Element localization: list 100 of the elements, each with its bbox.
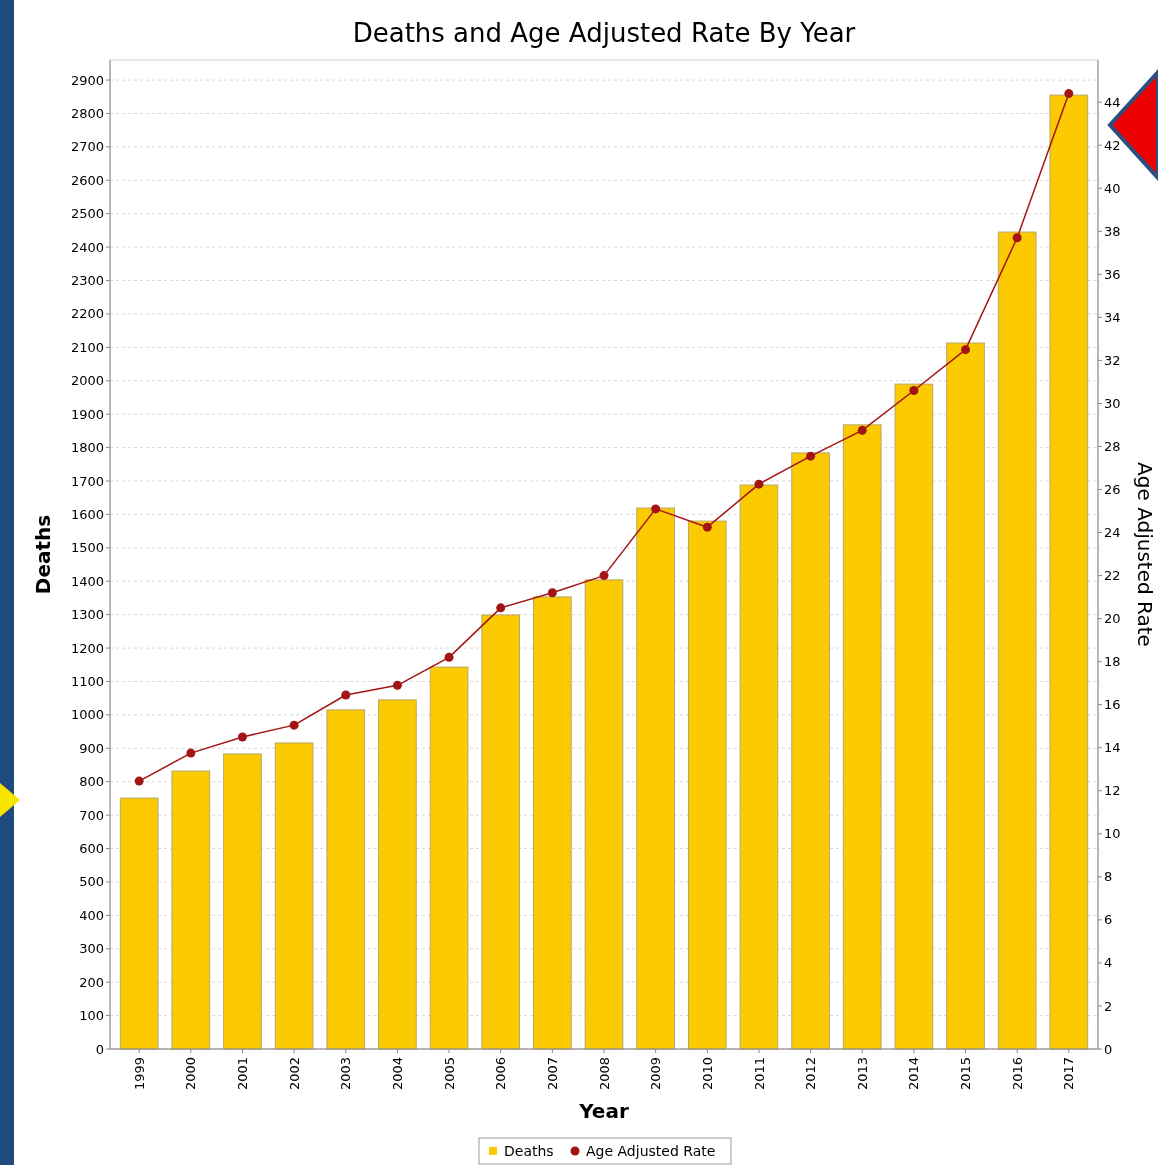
bar bbox=[171, 770, 211, 1050]
point bbox=[702, 522, 712, 532]
y-tick-label: 1700 bbox=[70, 473, 104, 489]
bar bbox=[326, 709, 366, 1050]
y-tick-label: 2700 bbox=[70, 139, 104, 155]
point bbox=[754, 479, 764, 489]
y-tick-label: 1400 bbox=[70, 573, 104, 589]
x-tick-label: 2003 bbox=[338, 1057, 354, 1091]
point bbox=[444, 652, 454, 662]
y2-tick-label: 42 bbox=[1104, 137, 1121, 153]
x-axis-title: Year bbox=[578, 1099, 629, 1123]
bar bbox=[894, 383, 934, 1050]
x-tick-label: 2004 bbox=[389, 1057, 405, 1091]
point bbox=[496, 603, 506, 613]
y-tick-label: 700 bbox=[79, 807, 104, 823]
x-tick-label: 2014 bbox=[906, 1057, 922, 1091]
point bbox=[599, 571, 609, 581]
y2-tick-label: 4 bbox=[1104, 955, 1113, 971]
y-tick-label: 1200 bbox=[70, 640, 104, 656]
y2-tick-label: 6 bbox=[1104, 912, 1113, 928]
y-tick-label: 1500 bbox=[70, 540, 104, 556]
y2-tick-label: 0 bbox=[1104, 1041, 1113, 1057]
y2-tick-label: 30 bbox=[1104, 395, 1121, 411]
x-tick-label: 2005 bbox=[441, 1057, 457, 1091]
bar bbox=[481, 614, 521, 1050]
x-tick-label: 2013 bbox=[854, 1057, 870, 1091]
y2-tick-label: 8 bbox=[1104, 869, 1113, 885]
y2-axis-title: Age Adjusted Rate bbox=[1133, 462, 1157, 647]
point bbox=[806, 451, 816, 461]
x-tick-label: 2007 bbox=[544, 1057, 560, 1091]
bar bbox=[533, 596, 572, 1050]
bar bbox=[274, 742, 314, 1050]
x-tick-label: 2008 bbox=[596, 1057, 612, 1091]
y-tick-label: 2200 bbox=[70, 306, 104, 322]
y-tick-label: 1100 bbox=[70, 674, 104, 690]
y-tick-label: 2100 bbox=[70, 339, 104, 355]
x-tick-label: 2015 bbox=[958, 1057, 974, 1091]
legend-label: Age Adjusted Rate bbox=[586, 1142, 716, 1159]
bar bbox=[1049, 94, 1089, 1050]
y-tick-label: 300 bbox=[79, 941, 104, 957]
y2-tick-label: 20 bbox=[1104, 611, 1121, 627]
point bbox=[392, 680, 402, 690]
y2-tick-label: 24 bbox=[1104, 525, 1121, 541]
y2-tick-label: 22 bbox=[1104, 568, 1121, 584]
y-tick-label: 600 bbox=[79, 841, 104, 857]
y2-tick-label: 36 bbox=[1104, 266, 1121, 282]
point bbox=[651, 504, 661, 514]
x-tick-label: 1999 bbox=[131, 1057, 147, 1091]
y2-tick-label: 34 bbox=[1104, 309, 1121, 325]
y2-tick-label: 38 bbox=[1104, 223, 1121, 239]
x-tick-label: 2002 bbox=[286, 1057, 302, 1091]
y-tick-label: 1000 bbox=[70, 707, 104, 723]
y2-tick-label: 2 bbox=[1104, 998, 1113, 1014]
x-tick-label: 2012 bbox=[803, 1057, 819, 1091]
x-tick-label: 2006 bbox=[493, 1057, 509, 1091]
y-tick-label: 0 bbox=[95, 1041, 104, 1057]
y2-tick-label: 44 bbox=[1104, 94, 1121, 110]
y-tick-label: 400 bbox=[79, 907, 104, 923]
y-tick-label: 2000 bbox=[70, 373, 104, 389]
bar bbox=[378, 699, 417, 1050]
x-tick-label: 2009 bbox=[648, 1057, 664, 1091]
point bbox=[341, 690, 351, 700]
bar bbox=[429, 666, 469, 1050]
x-tick-label: 2001 bbox=[235, 1057, 251, 1091]
bar bbox=[119, 797, 159, 1050]
bar bbox=[739, 484, 779, 1050]
bar bbox=[584, 579, 624, 1050]
y-tick-label: 2500 bbox=[70, 206, 104, 222]
x-tick-label: 2017 bbox=[1061, 1057, 1077, 1091]
bar bbox=[223, 753, 262, 1050]
y-tick-label: 200 bbox=[79, 974, 104, 990]
x-tick-label: 2000 bbox=[183, 1057, 199, 1091]
point bbox=[909, 386, 919, 396]
y-tick-label: 1300 bbox=[70, 607, 104, 623]
y2-tick-label: 26 bbox=[1104, 482, 1121, 498]
bar bbox=[842, 424, 882, 1050]
y-tick-label: 1900 bbox=[70, 406, 104, 422]
y2-tick-label: 40 bbox=[1104, 180, 1121, 196]
bar bbox=[791, 452, 830, 1050]
y-tick-label: 100 bbox=[79, 1008, 104, 1024]
point bbox=[1064, 89, 1074, 99]
y-tick-label: 800 bbox=[79, 774, 104, 790]
y-tick-label: 1800 bbox=[70, 440, 104, 456]
y-tick-label: 500 bbox=[79, 874, 104, 890]
y-axis-title: Deaths bbox=[31, 514, 55, 595]
point bbox=[1012, 233, 1022, 243]
y2-tick-label: 18 bbox=[1104, 654, 1121, 670]
point bbox=[186, 748, 196, 758]
point bbox=[961, 345, 971, 355]
y2-tick-label: 28 bbox=[1104, 439, 1121, 455]
bar bbox=[636, 507, 675, 1050]
legend-label: Deaths bbox=[504, 1142, 554, 1159]
chart-title: Deaths and Age Adjusted Rate By Year bbox=[352, 18, 856, 48]
y-tick-label: 1600 bbox=[70, 506, 104, 522]
y-tick-label: 900 bbox=[79, 740, 104, 756]
point bbox=[547, 588, 557, 598]
bar bbox=[687, 520, 727, 1050]
y2-tick-label: 14 bbox=[1104, 740, 1121, 756]
y2-tick-label: 12 bbox=[1104, 783, 1121, 799]
point bbox=[134, 776, 144, 786]
